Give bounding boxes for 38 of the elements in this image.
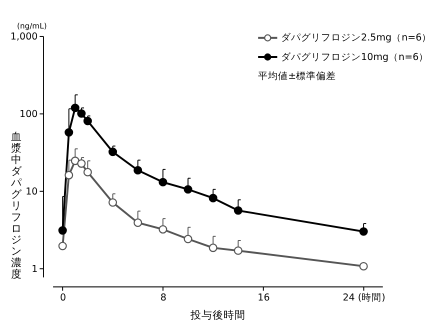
y-tick-label: 100: [20, 108, 38, 120]
legend-label: ダパグリフロジン2.5mg（n=6）: [281, 32, 432, 44]
point: [134, 166, 142, 175]
point: [208, 244, 218, 252]
point: [158, 225, 168, 234]
x-axis-title: 投与後時間: [189, 308, 246, 322]
point: [208, 194, 218, 202]
point: [70, 156, 80, 166]
point: [58, 226, 67, 235]
point: [359, 227, 368, 236]
x-tick-label: 0: [60, 292, 66, 304]
point: [77, 159, 86, 168]
annotation: 平均値±標準偏差: [258, 70, 336, 82]
point: [234, 246, 242, 255]
point: [64, 170, 74, 180]
point: [108, 148, 118, 156]
y-tick-label: 1,000: [10, 31, 38, 42]
point: [58, 242, 67, 250]
point: [64, 128, 74, 137]
point: [158, 178, 168, 186]
point: [77, 109, 86, 118]
point: [134, 218, 142, 227]
point: [184, 234, 192, 244]
point: [234, 206, 242, 215]
point: [108, 198, 118, 207]
x-tick-label: 16: [258, 292, 270, 304]
point: [359, 262, 368, 270]
x-tick-label: 8: [160, 292, 166, 304]
legend-label: ダパグリフロジン10mg（n=6）: [281, 50, 429, 63]
text: 血漿中ダパグリフロジン濃度: [10, 131, 22, 281]
point: [184, 185, 192, 194]
point: [83, 116, 92, 126]
point: [83, 168, 92, 176]
y-tick-label: 1: [32, 264, 38, 275]
y-tick-label: 10: [26, 186, 38, 198]
x-tick-label: 24 (時間): [342, 291, 386, 304]
point: [70, 104, 80, 112]
text: (ng/mL): [16, 21, 47, 30]
